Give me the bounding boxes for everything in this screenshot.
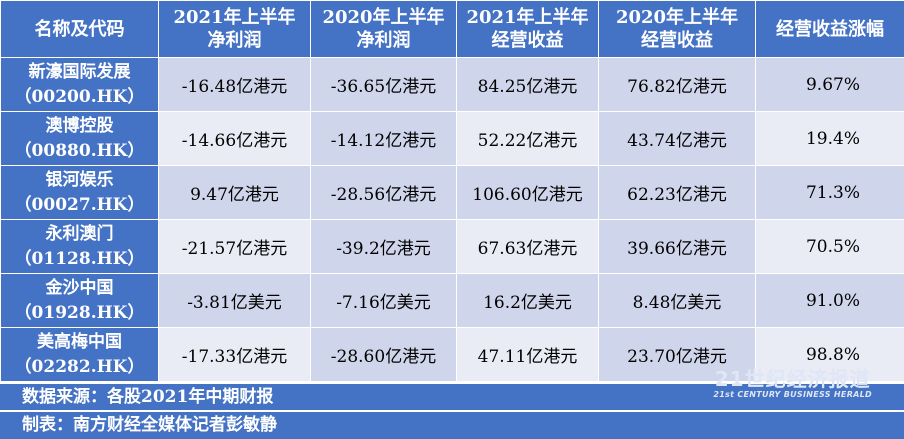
watermark-en: 21st CENTURY BUSINESS HERALD: [713, 390, 872, 399]
revenue-growth-cell: 9.67%: [755, 57, 904, 112]
revenue-growth-cell: 91.0%: [755, 273, 904, 328]
table-row: 金沙中国 （01928.HK） -3.81亿美元 -7.16亿美元 16.2亿美元 8.4…: [0, 273, 904, 328]
company-cell: 新濠国际发展 （00200.HK）: [0, 57, 159, 112]
casino-financials-table: 名称及代码 2021年上半年 净利润 2020年上半年 净利润 2021年上半年 经营收益 2…: [0, 0, 904, 382]
net-profit-2020-cell: -28.60亿港元: [310, 327, 457, 382]
company-cell: 永利澳门 （01128.HK）: [0, 219, 159, 274]
author-text: 制表：南方财经全媒体记者彭敏静: [22, 415, 277, 435]
table-row: 银河娱乐 （00027.HK） 9.47亿港元 -28.56亿港元 106.60亿港元 6…: [0, 165, 904, 220]
table-row: 澳博控股 （00880.HK） -14.66亿港元 -14.12亿港元 52.22亿港元…: [0, 111, 904, 166]
revenue-2020-cell: 43.74亿港元: [598, 111, 756, 166]
net-profit-2021-cell: -17.33亿港元: [158, 327, 311, 382]
revenue-2021-cell: 84.25亿港元: [456, 57, 599, 112]
company-name: 金沙中国: [45, 277, 114, 298]
column-header-line: 经营收益: [641, 30, 713, 51]
company-name: 永利澳门: [45, 223, 114, 244]
column-header: 经营收益涨幅: [755, 0, 904, 58]
data-source-note: 数据来源：各股2021年中期财报: [0, 383, 904, 410]
net-profit-2020-cell: -7.16亿美元: [310, 273, 457, 328]
column-header: 2021年上半年 经营收益: [456, 0, 599, 58]
author-note: 制表：南方财经全媒体记者彭敏静: [0, 411, 904, 439]
company-cell: 澳博控股 （00880.HK）: [0, 111, 159, 166]
net-profit-2020-cell: -39.2亿港元: [310, 219, 457, 274]
net-profit-2021-cell: -14.66亿港元: [158, 111, 311, 166]
column-header: 2020年上半年 净利润: [310, 0, 457, 58]
revenue-2020-cell: 8.48亿美元: [598, 273, 756, 328]
column-header-line: 经营收益涨幅: [776, 18, 884, 40]
company-name: 澳博控股: [45, 115, 114, 136]
stock-code: （00027.HK）: [14, 194, 145, 215]
stock-code: （00880.HK）: [14, 140, 145, 161]
revenue-2020-cell: 23.70亿港元: [598, 327, 756, 382]
revenue-growth-cell: 98.8%: [755, 327, 904, 382]
revenue-2021-cell: 67.63亿港元: [456, 219, 599, 274]
net-profit-2020-cell: -14.12亿港元: [310, 111, 457, 166]
table-row: 新濠国际发展 （00200.HK） -16.48亿港元 -36.65亿港元 84.25亿…: [0, 57, 904, 112]
column-header-line: 2020年上半年: [615, 7, 739, 28]
column-header-line: 2021年上半年: [466, 7, 589, 28]
revenue-2020-cell: 39.66亿港元: [598, 219, 756, 274]
column-header-line: 净利润: [207, 30, 262, 51]
revenue-growth-cell: 19.4%: [755, 111, 904, 166]
revenue-growth-cell: 70.5%: [755, 219, 904, 274]
net-profit-2021-cell: 9.47亿港元: [158, 165, 311, 220]
publisher-watermark: 21世纪经济报道 21st CENTURY BUSINESS HERALD: [713, 368, 872, 400]
company-cell: 银河娱乐 （00027.HK）: [0, 165, 159, 220]
data-source-text: 数据来源：各股2021年中期财报: [22, 387, 274, 407]
company-name: 新濠国际发展: [28, 61, 131, 82]
column-header-line: 2020年上半年: [322, 7, 445, 28]
stock-code: （01928.HK）: [14, 302, 145, 323]
net-profit-2020-cell: -28.56亿港元: [310, 165, 457, 220]
net-profit-2021-cell: -21.57亿港元: [158, 219, 311, 274]
column-header: 2020年上半年 经营收益: [598, 0, 756, 58]
net-profit-2021-cell: -16.48亿港元: [158, 57, 311, 112]
table-row: 美高梅中国 （02282.HK） -17.33亿港元 -28.60亿港元 47.11亿港…: [0, 327, 904, 382]
revenue-2021-cell: 47.11亿港元: [456, 327, 599, 382]
revenue-growth-cell: 71.3%: [755, 165, 904, 220]
column-header-line: 净利润: [356, 30, 411, 51]
stock-code: （00200.HK）: [14, 86, 145, 107]
watermark-cn: 21世纪经济报道: [714, 367, 871, 391]
revenue-2021-cell: 16.2亿美元: [456, 273, 599, 328]
column-header: 2021年上半年 净利润: [158, 0, 311, 58]
column-header: 名称及代码: [0, 0, 159, 58]
column-header-line: 2021年上半年: [173, 7, 296, 28]
company-cell: 美高梅中国 （02282.HK）: [0, 327, 159, 382]
net-profit-2020-cell: -36.65亿港元: [310, 57, 457, 112]
net-profit-2021-cell: -3.81亿美元: [158, 273, 311, 328]
stock-code: （01128.HK）: [14, 248, 145, 269]
revenue-2021-cell: 52.22亿港元: [456, 111, 599, 166]
table-body: 新濠国际发展 （00200.HK） -16.48亿港元 -36.65亿港元 84.25亿…: [0, 57, 904, 382]
header-row: 名称及代码 2021年上半年 净利润 2020年上半年 净利润 2021年上半年 经营收益 2…: [0, 0, 904, 58]
column-header-line: 名称及代码: [34, 18, 125, 40]
company-cell: 金沙中国 （01928.HK）: [0, 273, 159, 328]
company-name: 美高梅中国: [37, 331, 122, 352]
company-name: 银河娱乐: [45, 169, 114, 190]
revenue-2020-cell: 76.82亿港元: [598, 57, 756, 112]
revenue-2021-cell: 106.60亿港元: [456, 165, 599, 220]
stock-code: （02282.HK）: [14, 356, 145, 377]
column-header-line: 经营收益: [491, 30, 564, 51]
table-row: 永利澳门 （01128.HK） -21.57亿港元 -39.2亿港元 67.63亿港元 3…: [0, 219, 904, 274]
revenue-2020-cell: 62.23亿港元: [598, 165, 756, 220]
